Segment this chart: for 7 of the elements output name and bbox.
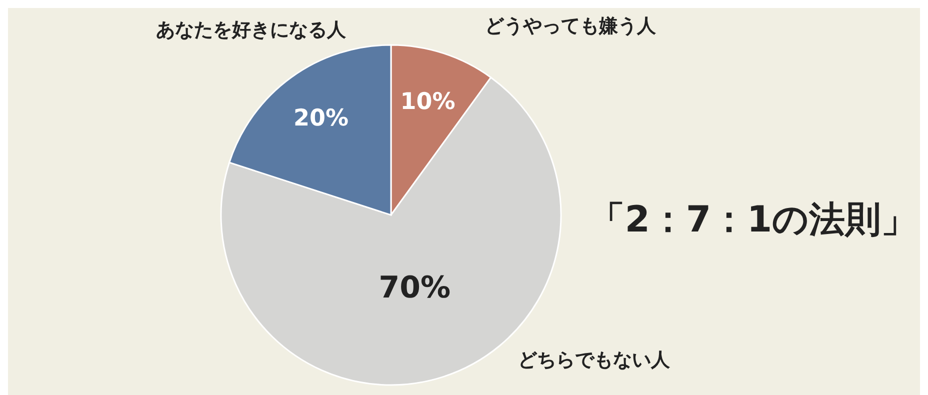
data-label: 70% [378, 270, 451, 306]
slice-label: どちらでもない人 [518, 349, 671, 371]
slice-label: どうやっても嫌う人 [485, 15, 657, 37]
data-label: 20% [294, 106, 349, 132]
slice-label: あなたを好きになる人 [156, 19, 347, 41]
data-label: 10% [400, 88, 456, 115]
text: 「2：7：1の法則」 [588, 200, 918, 240]
